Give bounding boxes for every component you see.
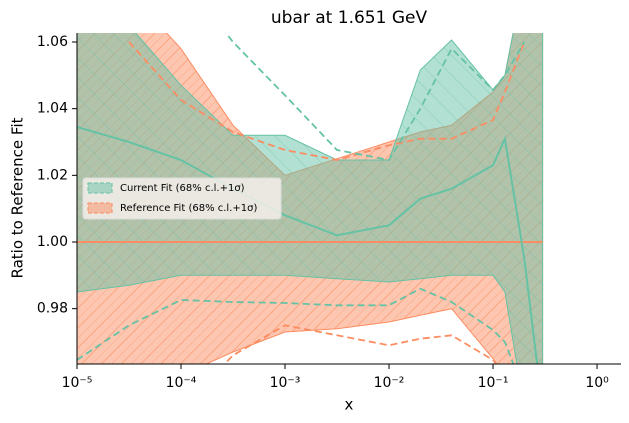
legend-swatch [87,202,113,214]
x-tick-label: 10⁰ [585,375,609,391]
central-line [77,126,539,364]
chart-title: ubar at 1.651 GeV [271,8,428,28]
x-tick-label: 10⁻³ [270,375,301,391]
y-tick-label: 0.98 [37,301,68,317]
sigma-line [128,41,526,161]
x-tick-label: 10⁻⁴ [166,375,197,391]
legend-box [82,177,282,220]
y-tick-label: 1.00 [37,234,68,250]
legend: Current Fit (68% c.l.+1σ) Reference Fit (… [82,177,282,220]
x-tick-label: 10⁻⁵ [62,375,93,391]
legend-label: Reference Fit (68% c.l.+1σ) [120,203,257,214]
legend-label: Current Fit (68% c.l.+1σ) [120,183,245,194]
sigma-line [223,324,498,364]
sigma-line [77,287,515,364]
y-tick-label: 1.02 [37,167,68,183]
legend-swatch [87,182,113,194]
plot-area [77,33,544,364]
x-tick-label: 10⁻¹ [478,375,509,391]
y-axis-label: Ratio to Reference Fit [9,117,27,278]
y-tick-label: 1.04 [37,101,68,117]
x-tick-label: 10⁻² [374,375,405,391]
band-hatch [77,33,543,364]
y-tick-label: 1.06 [37,34,68,50]
sigma-line [224,33,526,162]
x-axis-label: x [345,396,354,414]
